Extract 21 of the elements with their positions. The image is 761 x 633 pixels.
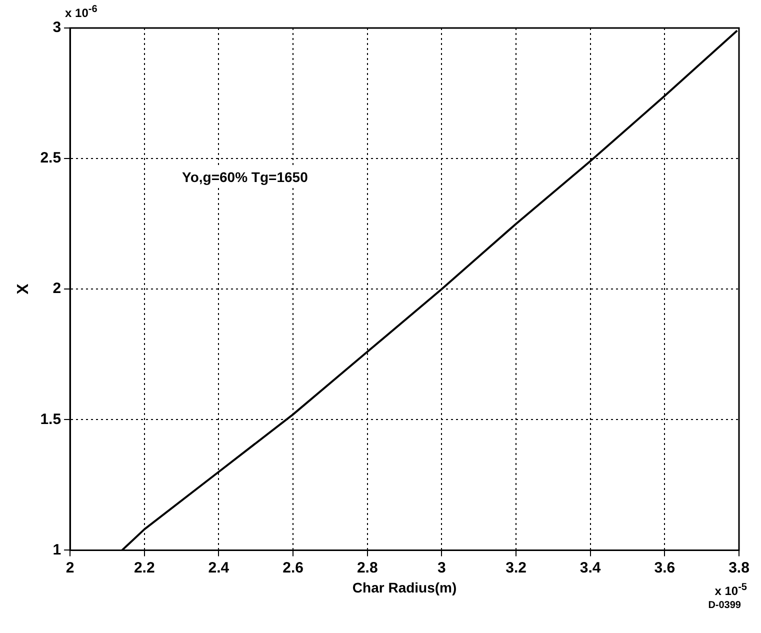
x-tick-label: 3.2 [506, 559, 526, 576]
y-tick-label: 1.5 [40, 410, 62, 428]
x-tick-label: 2.2 [134, 559, 155, 576]
x-tick-label: 3.8 [728, 559, 750, 576]
y-axis-title: X [15, 283, 32, 294]
x-tick-label: 3 [438, 559, 446, 576]
x-tick-label: 2.6 [282, 559, 304, 576]
x-axis-title: Char Radius(m) [352, 579, 457, 596]
y-tick-label: 2.5 [40, 150, 62, 167]
x-tick-label: 2.8 [356, 559, 378, 576]
x-tick-label: 3.4 [580, 559, 602, 576]
x-tick-label: 2 [66, 559, 74, 576]
x-tick-label: 3.6 [654, 559, 676, 576]
text: x 10$^{-6}$ [65, 4, 98, 20]
text: x 10$^{-5}$ [714, 582, 747, 598]
x-tick-label: 2.4 [208, 559, 230, 576]
y-tick-label: 1 [52, 541, 62, 558]
y-tick-label: 2 [52, 280, 62, 298]
annotation: Yo,g=60% Tg=1650 [180, 168, 310, 186]
text: D-0399 [708, 600, 741, 612]
y-tick-label: 3 [52, 19, 62, 36]
